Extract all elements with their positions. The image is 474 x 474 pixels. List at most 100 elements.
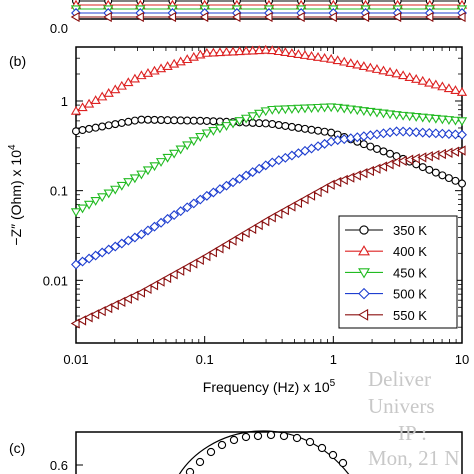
data-point-marker: [157, 116, 166, 125]
data-point-marker: [109, 299, 119, 311]
series-400-k: [70, 44, 468, 115]
data-point-marker: [116, 296, 126, 308]
data-point-marker: [438, 171, 447, 180]
data-point-marker: [85, 124, 94, 133]
data-point-marker: [273, 105, 284, 115]
data-point-marker: [227, 46, 239, 56]
data-point-marker: [293, 197, 303, 209]
data-point-marker: [358, 107, 370, 116]
data-point-marker: [411, 127, 422, 138]
panel-a-marker: [134, 11, 144, 23]
data-point-marker: [451, 176, 460, 185]
data-point-marker: [215, 117, 224, 126]
data-point-marker: [294, 123, 303, 132]
data-point-marker: [169, 210, 180, 221]
data-point-marker: [155, 158, 167, 167]
panel-a-marker: [70, 11, 80, 23]
data-point-marker: [457, 129, 467, 140]
data-point-marker: [208, 126, 219, 136]
data-point-marker: [325, 53, 337, 63]
panel-a-series-line: [70, 11, 466, 23]
data-point-marker: [129, 174, 141, 184]
data-point-marker: [149, 280, 159, 291]
data-point-marker: [300, 124, 309, 133]
data-point-marker: [156, 217, 167, 228]
data-point-marker: [366, 142, 375, 151]
data-point-marker: [286, 48, 298, 57]
data-point-marker: [136, 287, 145, 298]
data-point-marker: [117, 118, 126, 127]
data-point-marker: [352, 170, 361, 181]
x-tick-label: 10: [455, 352, 469, 367]
legend-label: 550 K: [393, 308, 427, 323]
data-point-marker: [338, 174, 348, 186]
data-point-marker: [155, 276, 165, 287]
legend-label: 450 K: [393, 265, 427, 280]
data-point-marker: [437, 148, 446, 160]
panel-label-b: (b): [9, 53, 26, 69]
data-point-marker: [450, 85, 461, 95]
watermark-line-4: Mon, 21 N: [368, 446, 460, 470]
panel-a-marker: [199, 11, 209, 23]
data-point-marker: [183, 116, 192, 125]
data-point-marker: [77, 315, 87, 326]
data-point-marker: [314, 126, 323, 135]
data-point-marker: [287, 122, 296, 131]
panel-c-point: [328, 450, 338, 460]
data-point-marker: [306, 51, 317, 60]
data-point-marker: [319, 183, 329, 194]
data-point-marker: [371, 108, 383, 118]
data-point-marker: [404, 126, 415, 137]
data-point-marker: [247, 112, 258, 122]
data-point-marker: [424, 114, 435, 124]
panel-a-marker: [328, 11, 337, 23]
data-point-marker: [391, 111, 402, 121]
data-point-marker: [266, 212, 276, 223]
x-tick-label: 1: [330, 352, 337, 367]
data-point-marker: [371, 163, 381, 174]
data-point-marker: [240, 45, 252, 55]
data-point-marker: [371, 64, 383, 73]
watermark-line-2: Univers: [368, 394, 435, 418]
data-point-marker: [182, 202, 193, 213]
data-point-marker: [417, 75, 428, 85]
panel-a-marker: [102, 11, 112, 23]
data-point-marker: [378, 161, 388, 172]
data-point-marker: [365, 165, 374, 177]
data-point-marker: [437, 81, 448, 91]
data-point-marker: [417, 113, 428, 123]
data-point-marker: [456, 145, 466, 156]
data-point-marker: [417, 127, 428, 138]
data-point-marker: [365, 107, 376, 117]
data-point-marker: [424, 77, 435, 87]
data-point-marker: [384, 159, 394, 170]
data-point-marker: [345, 105, 356, 115]
data-point-marker: [130, 116, 139, 125]
data-point-marker: [110, 241, 121, 252]
data-point-marker: [71, 259, 81, 270]
data-point-marker: [345, 172, 355, 183]
data-point-marker: [397, 111, 409, 121]
data-point-marker: [424, 127, 435, 138]
data-point-marker: [90, 196, 101, 206]
data-point-marker: [90, 250, 101, 261]
data-point-marker: [228, 177, 238, 188]
data-point-marker: [196, 116, 205, 125]
data-point-marker: [162, 213, 173, 224]
data-point-marker: [234, 46, 245, 56]
data-point-marker: [325, 103, 337, 113]
data-point-marker: [97, 193, 108, 203]
data-point-marker: [299, 194, 309, 205]
data-point-marker: [293, 49, 304, 58]
data-point-marker: [83, 200, 95, 210]
data-point-marker: [378, 65, 389, 75]
x-tick-label: 0.1: [196, 352, 214, 367]
data-point-marker: [397, 155, 407, 166]
data-point-marker: [299, 104, 311, 114]
data-point-marker: [123, 178, 134, 188]
data-point-marker: [325, 179, 335, 190]
watermark-line-3: IP :: [398, 421, 427, 445]
panel-c-point: [292, 433, 302, 443]
data-point-marker: [182, 141, 193, 151]
